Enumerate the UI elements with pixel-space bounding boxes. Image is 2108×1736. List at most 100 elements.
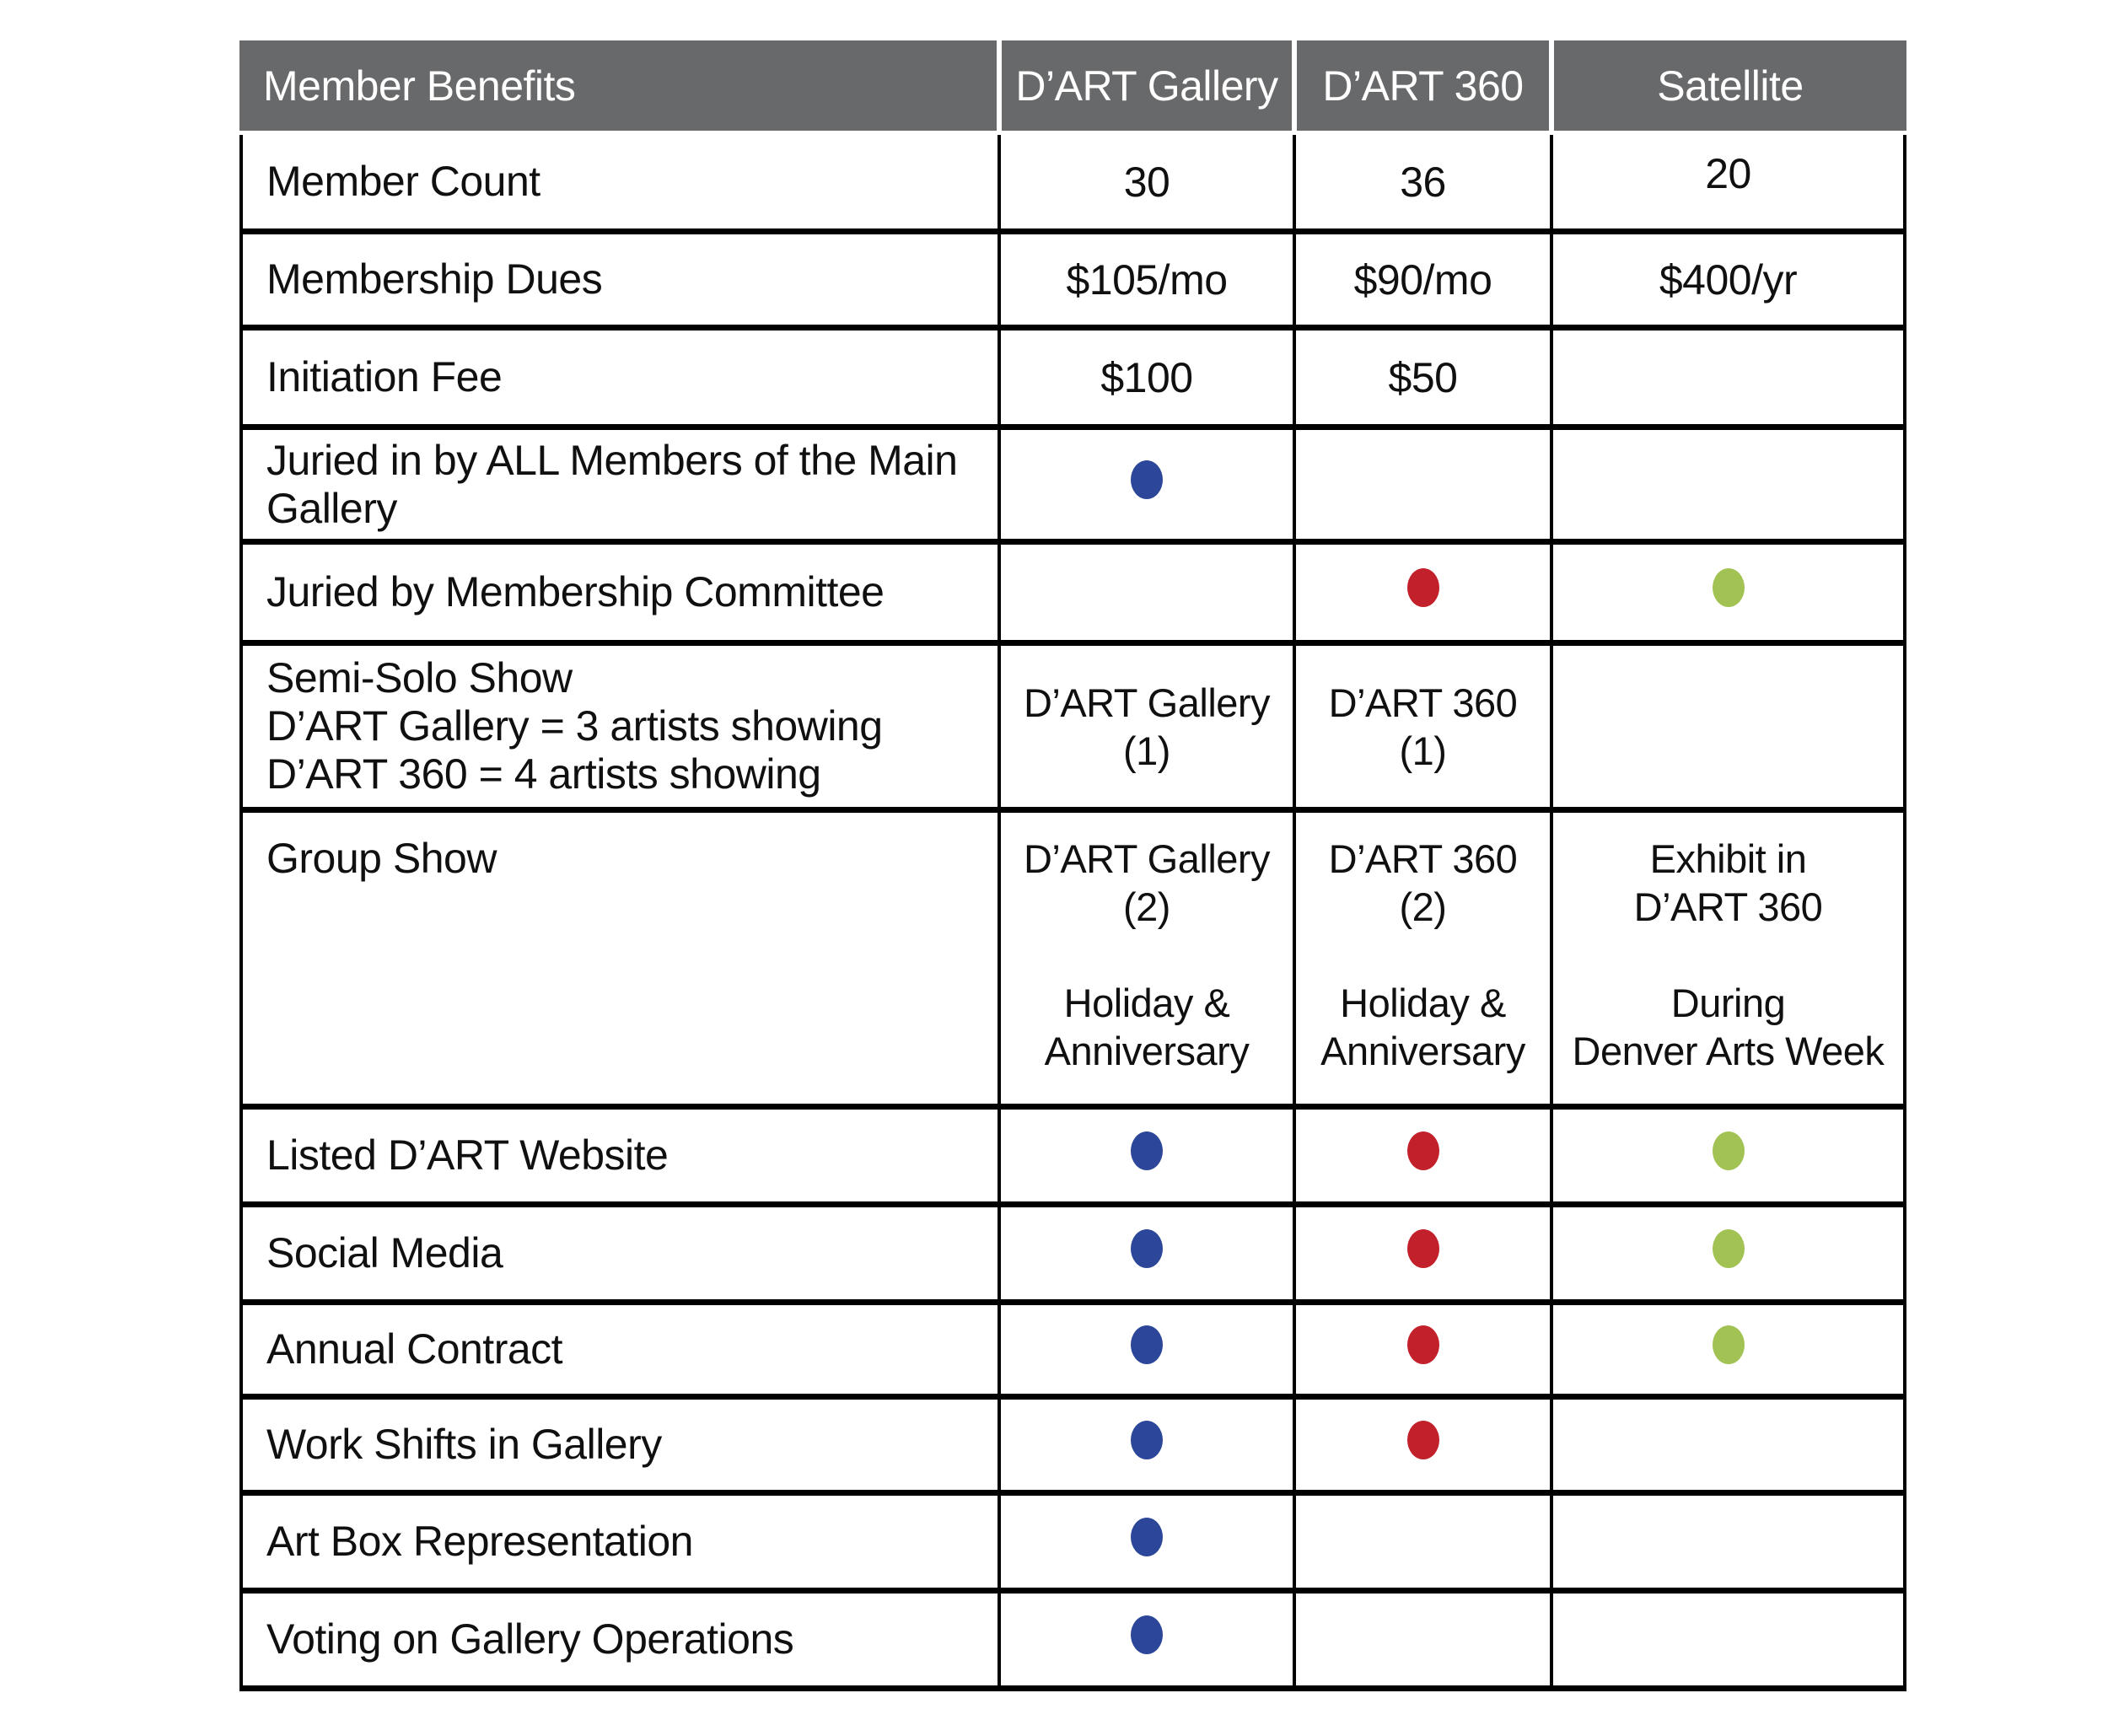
red-dot-indicator xyxy=(1406,567,1439,607)
benefit-cell: Juried by Membership Committee xyxy=(243,545,1001,640)
benefit-cell: Voting on Gallery Operations xyxy=(243,1594,1001,1685)
value-cell xyxy=(1001,1496,1296,1588)
red-dot-indicator xyxy=(1406,1228,1439,1268)
value-line: Exhibit in xyxy=(1649,836,1807,881)
value-cell xyxy=(1553,1496,1903,1588)
blue-dot-indicator xyxy=(1131,1228,1163,1268)
benefit-cell: Juried in by ALL Members of the Main Gall… xyxy=(243,430,1001,539)
value-cell xyxy=(1296,1496,1553,1588)
value-cell: 20 xyxy=(1553,135,1903,228)
value-line: Holiday & xyxy=(1340,981,1506,1025)
blue-dot-indicator xyxy=(1131,1420,1163,1459)
value-cell: $400/yr xyxy=(1553,234,1903,325)
value-cell xyxy=(1296,1207,1553,1299)
value-cell: 30 xyxy=(1001,135,1296,228)
value-cell: Exhibit in D’ART 360 During Denver Arts Wee… xyxy=(1553,813,1903,1104)
value-text: $400/yr xyxy=(1659,255,1798,304)
value-cell xyxy=(1296,1305,1553,1394)
value-cell xyxy=(1001,1207,1296,1299)
blue-dot-indicator xyxy=(1131,1131,1163,1170)
table-row: Voting on Gallery Operations xyxy=(243,1594,1903,1685)
benefit-cell: Membership Dues xyxy=(243,234,1001,325)
table-row: Member Count 30 36 20 xyxy=(243,135,1903,234)
value-cell xyxy=(1001,545,1296,640)
value-cell xyxy=(1001,1305,1296,1394)
red-dot-indicator xyxy=(1406,1131,1439,1170)
value-text: $100 xyxy=(1100,353,1193,401)
value-text: 20 xyxy=(1705,149,1751,197)
value-line: During xyxy=(1670,981,1786,1025)
green-dot-indicator xyxy=(1712,1131,1745,1170)
value-cell: D’ART 360 (2) Holiday & Anniversary xyxy=(1296,813,1553,1104)
value-line: Holiday & xyxy=(1063,981,1230,1025)
value-line: Anniversary xyxy=(1044,1029,1250,1073)
member-benefits-table: Member Benefits D’ART Gallery D’ART 360 Sa… xyxy=(239,40,1906,1691)
benefit-label: Juried by Membership Committee xyxy=(266,568,885,615)
value-line: D’ART 360 xyxy=(1633,884,1823,929)
value-line: (1) xyxy=(1123,728,1170,773)
benefit-label: Member Count xyxy=(266,158,540,205)
value-cell xyxy=(1296,545,1553,640)
benefit-label: Initiation Fee xyxy=(266,353,503,400)
value-cell: D’ART Gallery (1) xyxy=(1001,646,1296,807)
value-line: Anniversary xyxy=(1320,1029,1525,1073)
header-column-3: Satellite xyxy=(1554,40,1906,131)
value-text: $105/mo xyxy=(1066,255,1228,304)
value-line: D’ART 360 xyxy=(1328,680,1518,725)
value-text: 30 xyxy=(1123,158,1170,206)
benefit-line: Semi-Solo Show xyxy=(266,654,573,701)
value-cell xyxy=(1296,1110,1553,1201)
benefit-label: Group Show xyxy=(266,835,497,882)
blue-dot-indicator xyxy=(1131,1325,1163,1364)
value-line: (2) xyxy=(1123,884,1170,929)
value-line: (2) xyxy=(1399,884,1447,929)
table-row: Initiation Fee $100 $50 xyxy=(243,331,1903,430)
blue-dot-indicator xyxy=(1131,460,1163,499)
benefit-label: Membership Dues xyxy=(266,255,603,303)
benefit-line: Juried in by ALL Members of the Main xyxy=(266,436,958,484)
benefit-cell: Listed D’ART Website xyxy=(243,1110,1001,1201)
benefit-label: Annual Contract xyxy=(266,1325,563,1373)
value-cell: 36 xyxy=(1296,135,1553,228)
value-text: $50 xyxy=(1388,353,1458,401)
benefit-label: Voting on Gallery Operations xyxy=(266,1615,794,1663)
value-cell xyxy=(1553,1207,1903,1299)
green-dot-indicator xyxy=(1712,567,1745,607)
value-text: 36 xyxy=(1400,158,1446,206)
value-cell xyxy=(1001,1400,1296,1490)
table-row: Group Show D’ART Gallery (2) Holiday & Anniv… xyxy=(243,813,1903,1110)
table-row: Listed D’ART Website xyxy=(243,1110,1903,1207)
value-cell xyxy=(1553,331,1903,424)
table-row: Semi-Solo Show D’ART Gallery = 3 artists … xyxy=(243,646,1903,813)
value-cell xyxy=(1553,646,1903,807)
benefit-cell: Social Media xyxy=(243,1207,1001,1299)
benefit-label: Social Media xyxy=(266,1229,503,1276)
value-line: D’ART Gallery xyxy=(1023,680,1271,725)
table-row: Art Box Representation xyxy=(243,1496,1903,1594)
table-header: Member Benefits D’ART Gallery D’ART 360 Sa… xyxy=(239,40,1906,131)
value-cell xyxy=(1001,1110,1296,1201)
header-column-2: D’ART 360 xyxy=(1297,40,1554,131)
benefit-cell: Semi-Solo Show D’ART Gallery = 3 artists … xyxy=(243,646,1001,807)
benefit-line: Gallery xyxy=(266,484,397,532)
value-cell xyxy=(1553,545,1903,640)
green-dot-indicator xyxy=(1712,1228,1745,1268)
value-line: D’ART 360 xyxy=(1328,836,1518,881)
value-cell xyxy=(1553,1305,1903,1394)
value-line: Denver Arts Week xyxy=(1572,1029,1885,1073)
benefit-cell: Annual Contract xyxy=(243,1305,1001,1394)
benefit-cell: Art Box Representation xyxy=(243,1496,1001,1588)
value-cell: D’ART 360 (1) xyxy=(1296,646,1553,807)
value-text: $90/mo xyxy=(1353,255,1492,304)
benefit-cell: Initiation Fee xyxy=(243,331,1001,424)
benefit-label: Listed D’ART Website xyxy=(266,1131,669,1179)
green-dot-indicator xyxy=(1712,1325,1745,1364)
benefit-cell: Work Shifts in Gallery xyxy=(243,1400,1001,1490)
table-row: Social Media xyxy=(243,1207,1903,1305)
value-cell xyxy=(1296,430,1553,539)
table-body: Member Count 30 36 20 Membership Dues $105/mo… xyxy=(239,135,1906,1691)
table-row: Annual Contract xyxy=(243,1305,1903,1400)
header-column-1: D’ART Gallery xyxy=(1002,40,1297,131)
value-cell: D’ART Gallery (2) Holiday & Anniversary xyxy=(1001,813,1296,1104)
value-cell xyxy=(1553,1110,1903,1201)
